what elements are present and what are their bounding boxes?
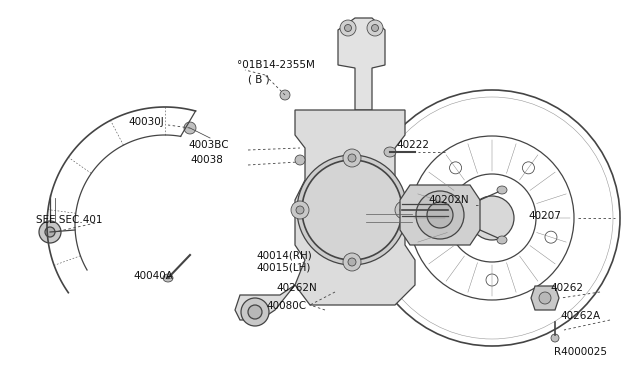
Text: 40262: 40262 [550,283,583,293]
Text: °01B14-2355M: °01B14-2355M [237,60,315,70]
Text: 40038: 40038 [190,155,223,165]
Ellipse shape [340,20,356,36]
Text: ( B ): ( B ) [248,74,269,84]
Text: 40202N: 40202N [428,195,468,205]
Ellipse shape [295,155,305,165]
Text: 40222: 40222 [396,140,429,150]
Ellipse shape [319,234,328,243]
Text: R4000025: R4000025 [554,347,607,357]
Polygon shape [295,110,415,305]
Ellipse shape [497,186,507,194]
Ellipse shape [343,253,361,271]
Ellipse shape [248,305,262,319]
Ellipse shape [539,292,551,304]
Ellipse shape [319,177,328,186]
Ellipse shape [241,298,269,326]
Ellipse shape [45,227,55,237]
Ellipse shape [302,160,402,260]
Text: 40015(LH): 40015(LH) [256,263,310,273]
Polygon shape [400,185,480,245]
Text: 40030J: 40030J [128,117,164,127]
Ellipse shape [416,191,464,239]
Polygon shape [235,285,295,320]
Ellipse shape [280,90,290,100]
Ellipse shape [427,202,453,228]
Ellipse shape [348,258,356,266]
Ellipse shape [400,206,408,214]
Ellipse shape [323,181,381,239]
Ellipse shape [551,334,559,342]
Ellipse shape [163,274,173,282]
Ellipse shape [184,122,196,134]
Text: 40014(RH): 40014(RH) [256,251,312,261]
Text: 4003BC: 4003BC [188,140,228,150]
Ellipse shape [39,221,61,243]
Ellipse shape [348,154,356,162]
Ellipse shape [376,234,385,243]
Ellipse shape [291,201,309,219]
Ellipse shape [376,177,385,186]
Ellipse shape [335,193,369,227]
Polygon shape [338,18,385,110]
Ellipse shape [384,147,396,157]
Polygon shape [531,286,559,310]
Text: 40207: 40207 [528,211,561,221]
Text: 40080C: 40080C [266,301,306,311]
Text: SEE SEC.401: SEE SEC.401 [36,215,102,225]
Ellipse shape [302,160,402,260]
Ellipse shape [343,149,361,167]
Text: 40262A: 40262A [560,311,600,321]
Ellipse shape [297,155,407,265]
Ellipse shape [395,201,413,219]
Text: 40040A: 40040A [133,271,173,281]
Ellipse shape [296,206,304,214]
Ellipse shape [367,20,383,36]
Ellipse shape [371,25,378,32]
Ellipse shape [470,196,514,240]
Ellipse shape [344,25,351,32]
Ellipse shape [497,236,507,244]
Text: 40262N: 40262N [276,283,317,293]
